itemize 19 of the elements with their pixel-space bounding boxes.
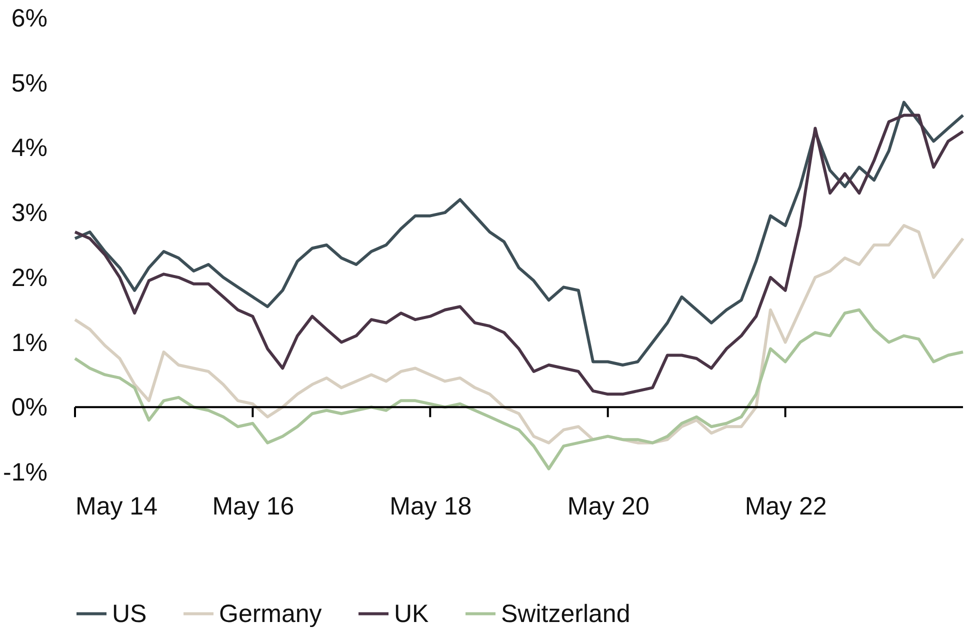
line-series xyxy=(74,224,964,444)
x-tick-label: May 16 xyxy=(212,492,294,520)
y-tick-label: 0% xyxy=(11,394,48,422)
x-tick-label: May 18 xyxy=(390,492,472,520)
legend-label: Switzerland xyxy=(501,600,630,628)
x-tick-label: May 14 xyxy=(76,492,158,520)
y-tick-label: 1% xyxy=(11,328,48,357)
y-tick-label: -1% xyxy=(3,458,48,486)
y-tick-label: 6% xyxy=(11,4,48,32)
legend-label: UK xyxy=(394,600,430,628)
y-tick-label: 4% xyxy=(11,134,48,162)
x-tick-label: May 20 xyxy=(567,492,650,520)
legend-label: Germany xyxy=(219,600,322,628)
y-tick-label: 5% xyxy=(11,69,48,98)
line-series xyxy=(74,308,964,470)
legend-label: US xyxy=(112,600,147,628)
y-tick-label: 2% xyxy=(11,264,48,292)
y-tick-label: 3% xyxy=(11,199,48,228)
x-tick-label: May 22 xyxy=(744,492,827,520)
